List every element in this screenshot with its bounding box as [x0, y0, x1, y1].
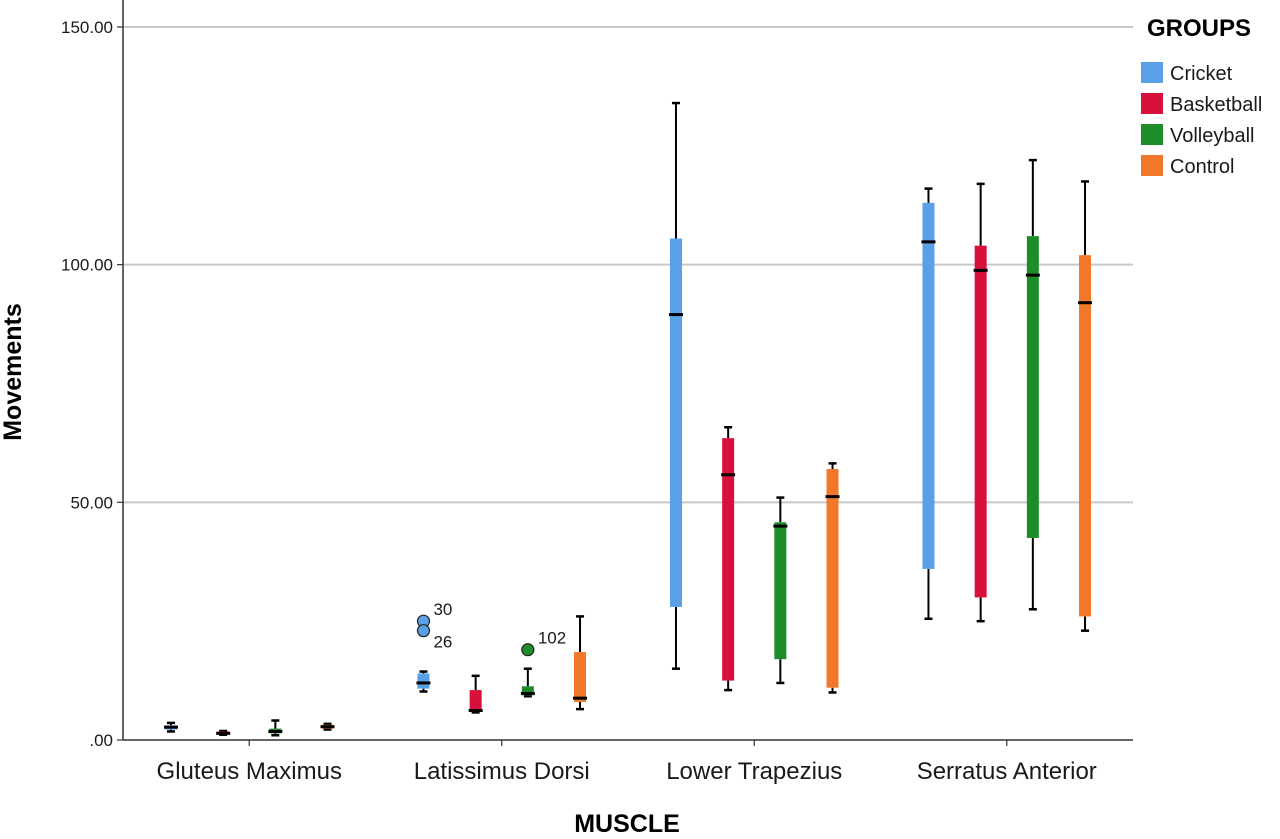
box-volleyball-2	[773, 496, 788, 685]
outlier-point	[521, 643, 535, 657]
x-tick-label: Serratus Anterior	[917, 758, 1097, 785]
box-basketball-2	[721, 425, 736, 692]
y-tick-label: .00	[89, 731, 113, 750]
box-body	[417, 673, 430, 689]
y-axis-title: Movements	[0, 303, 27, 441]
box-body	[922, 202, 935, 569]
legend-item-volleyball: Volleyball	[1141, 124, 1255, 147]
x-tick-label: Gluteus Maximus	[157, 758, 342, 785]
box-series: 30 26 102	[163, 101, 1093, 737]
box-volleyball-1: 102	[520, 629, 566, 698]
outlier-point	[416, 624, 431, 638]
box-cricket-2	[668, 101, 683, 670]
box-control-1	[573, 615, 588, 711]
box-basketball-3	[973, 182, 988, 623]
legend-item-cricket: Cricket	[1141, 62, 1233, 85]
box-control-3	[1078, 180, 1093, 632]
box-control-2	[825, 462, 840, 694]
box-body	[722, 438, 735, 681]
x-tick-label: Lower Trapezius	[666, 758, 842, 785]
legend-label: Volleyball	[1170, 125, 1255, 147]
box-volleyball-0	[268, 719, 283, 737]
box-cricket-1: 30 26	[416, 600, 452, 693]
box-body	[521, 686, 534, 696]
legend-swatch	[1141, 93, 1163, 114]
box-body	[974, 245, 987, 598]
box-body	[1079, 255, 1092, 617]
box-body	[826, 469, 839, 688]
legend: Cricket Basketball Volleyball Control	[1141, 62, 1262, 178]
box-body	[1026, 236, 1039, 538]
x-axis: Gluteus Maximus Latissimus Dorsi Lower Tra…	[123, 739, 1133, 785]
y-tick-label: 50.00	[70, 493, 113, 512]
box-cricket-3	[921, 187, 936, 621]
legend-swatch	[1141, 62, 1163, 83]
legend-swatch	[1141, 124, 1163, 145]
box-body	[774, 522, 787, 660]
box-body	[469, 690, 482, 712]
x-axis-title: MUSCLE	[574, 810, 680, 838]
outlier-label: 30	[433, 600, 452, 619]
box-control-0	[320, 722, 335, 731]
outlier-label: 102	[538, 629, 566, 648]
legend-title: GROUPS	[1147, 15, 1251, 42]
outlier-label: 26	[433, 633, 452, 652]
box-body	[574, 652, 587, 702]
box-volleyball-3	[1025, 158, 1040, 611]
box-body	[669, 238, 682, 607]
legend-label: Basketball	[1170, 94, 1262, 116]
legend-label: Control	[1170, 156, 1234, 178]
box-basketball-0	[216, 729, 231, 737]
y-tick-label: 150.00	[61, 18, 113, 37]
legend-item-control: Control	[1141, 155, 1234, 178]
x-tick-label: Latissimus Dorsi	[414, 758, 590, 785]
y-tick-label: 100.00	[61, 256, 113, 275]
legend-item-basketball: Basketball	[1141, 93, 1262, 116]
gridlines	[123, 26, 1133, 504]
box-basketball-1	[468, 674, 483, 714]
y-axis: .00 50.00 100.00 150.00	[61, 0, 124, 750]
legend-label: Cricket	[1170, 63, 1233, 85]
box-cricket-0	[163, 721, 178, 733]
legend-swatch	[1141, 155, 1163, 176]
